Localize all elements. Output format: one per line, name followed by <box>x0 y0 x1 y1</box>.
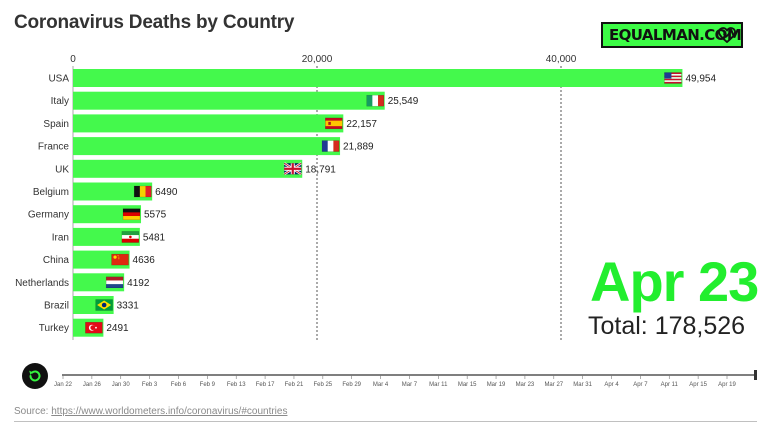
timeline-slider[interactable]: Jan 22 Jan 26 Jan 30 Feb 3 Feb 6 Feb 9 Feb 13 F… <box>0 0 770 395</box>
category-label: Turkey <box>39 323 69 334</box>
source-citation: Source: https://www.worldometers.info/co… <box>14 406 287 417</box>
timeline-date-label: Feb 29 <box>342 382 361 388</box>
source-prefix: Source: <box>14 406 52 417</box>
total-deaths: Total: 178,526 <box>588 312 746 340</box>
timeline-labels: Jan 22 Jan 26 Jan 30 Feb 3 Feb 6 Feb 9 Feb 13 F… <box>54 375 736 388</box>
timeline-date-label: Apr 19 <box>718 382 736 388</box>
timeline-date-label: Feb 9 <box>200 382 216 388</box>
category-label: Iran <box>52 232 69 243</box>
value-label: 22,157 <box>346 119 377 130</box>
bar <box>73 159 303 178</box>
timeline-date-label: Mar 23 <box>516 382 535 388</box>
us-flag-icon <box>664 72 682 84</box>
timeline-date-label: Mar 31 <box>573 382 592 388</box>
bars: USA 49,954 Italy 25,549 Spain 22,157 France 21,… <box>15 69 716 337</box>
category-label: Brazil <box>44 301 69 312</box>
bar <box>73 69 683 87</box>
netherlands-flag-icon <box>105 276 124 289</box>
turkey-flag-icon <box>85 321 103 334</box>
value-label: 5481 <box>143 232 166 243</box>
italy-flag-icon <box>366 94 384 107</box>
timeline-date-label: Jan 26 <box>83 382 102 388</box>
timeline-date-label: Apr 15 <box>689 382 707 388</box>
timeline-date-label: Feb 6 <box>171 382 187 388</box>
value-label: 5575 <box>144 210 167 221</box>
timeline-date-label: Mar 15 <box>458 382 477 388</box>
china-flag-icon <box>111 253 129 266</box>
timeline-date-label: Mar 11 <box>429 382 448 388</box>
timeline-date-label: Mar 19 <box>487 382 506 388</box>
x-tick-label: 0 <box>70 54 76 65</box>
category-label: Germany <box>28 210 69 221</box>
timeline-date-label: Mar 27 <box>544 382 563 388</box>
bar-chart: 0 20,000 40,000 USA 49,954 Italy 25,549 Spain 2… <box>15 54 716 340</box>
timeline-handle[interactable] <box>754 370 757 380</box>
brand-logo-text: EQUALMAN.COM <box>609 26 742 44</box>
footer-divider <box>14 421 757 422</box>
x-tick-label: 20,000 <box>302 54 333 65</box>
brand-logo[interactable]: EQUALMAN.COM <box>601 22 743 48</box>
france-flag-icon <box>321 140 340 152</box>
value-label: 4192 <box>127 278 150 289</box>
bar <box>73 114 344 133</box>
x-axis: 0 20,000 40,000 <box>70 54 577 65</box>
belgium-flag-icon <box>133 185 152 198</box>
timeline-date-label: Jan 22 <box>54 382 73 388</box>
gridlines <box>72 66 562 340</box>
timeline-date-label: Apr 7 <box>633 382 648 388</box>
category-label: Netherlands <box>15 278 69 289</box>
value-label: 2491 <box>106 323 129 334</box>
category-label: USA <box>48 74 69 85</box>
bar <box>73 182 153 201</box>
value-label: 3331 <box>117 301 140 312</box>
timeline-date-label: Mar 7 <box>402 382 418 388</box>
replay-icon <box>29 370 41 382</box>
timeline-date-label: Mar 4 <box>373 382 389 388</box>
chart-title: Coronavirus Deaths by Country <box>14 12 295 33</box>
timeline-date-label: Feb 25 <box>313 382 332 388</box>
category-label: Spain <box>43 119 69 130</box>
timeline-date-label: Jan 30 <box>112 382 131 388</box>
uk-flag-icon <box>283 162 302 176</box>
timeline-date-label: Feb 17 <box>256 382 275 388</box>
category-label: China <box>43 255 70 266</box>
value-label: 49,954 <box>685 74 716 85</box>
spain-flag-icon <box>325 117 343 130</box>
value-label: 18,791 <box>305 164 336 175</box>
value-label: 4636 <box>133 255 156 266</box>
source-link[interactable]: https://www.worldometers.info/coronaviru… <box>51 406 288 417</box>
heart-check-icon <box>718 27 736 43</box>
brazil-flag-icon <box>95 299 113 311</box>
timeline-date-label: Feb 3 <box>142 382 158 388</box>
category-label: France <box>38 142 70 153</box>
value-label: 21,889 <box>343 142 374 153</box>
current-date: Apr 23 <box>590 250 759 313</box>
value-label: 6490 <box>155 187 178 198</box>
value-label: 25,549 <box>388 96 419 107</box>
x-tick-label: 40,000 <box>546 54 577 65</box>
germany-flag-icon <box>122 208 141 220</box>
timeline-date-label: Apr 11 <box>661 382 679 388</box>
timeline-date-label: Feb 21 <box>285 382 304 388</box>
timeline-date-label: Apr 4 <box>604 382 619 388</box>
category-label: Italy <box>51 96 69 107</box>
bar <box>73 91 385 110</box>
category-label: UK <box>55 164 69 175</box>
bar <box>73 137 341 156</box>
replay-button[interactable] <box>22 363 48 389</box>
iran-flag-icon <box>121 231 140 243</box>
timeline-date-label: Feb 13 <box>227 382 246 388</box>
category-label: Belgium <box>33 187 69 198</box>
